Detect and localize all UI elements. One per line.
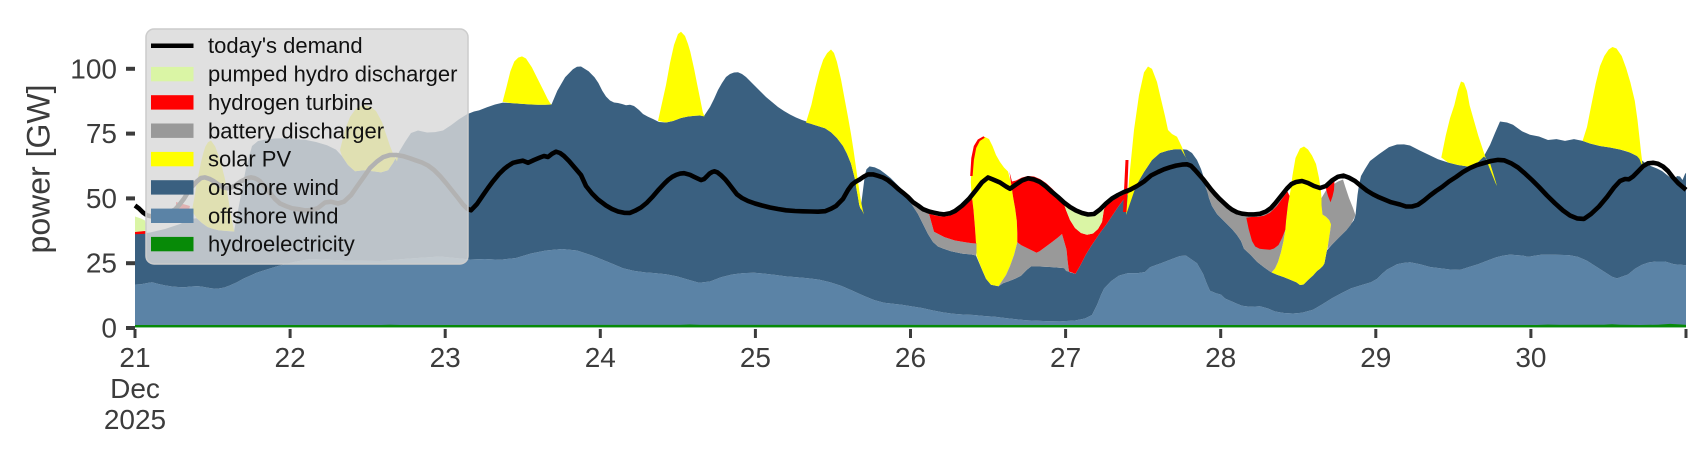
svg-text:onshore wind: onshore wind: [208, 175, 339, 200]
svg-text:29: 29: [1360, 342, 1391, 373]
svg-text:27: 27: [1050, 342, 1081, 373]
svg-text:50: 50: [86, 183, 117, 214]
svg-text:30: 30: [1515, 342, 1546, 373]
svg-text:Dec: Dec: [110, 373, 160, 404]
svg-text:hydroelectricity: hydroelectricity: [208, 232, 355, 257]
svg-text:26: 26: [895, 342, 926, 373]
svg-text:2025: 2025: [104, 404, 166, 435]
svg-text:28: 28: [1205, 342, 1236, 373]
svg-text:22: 22: [275, 342, 306, 373]
svg-text:pumped hydro discharger: pumped hydro discharger: [208, 62, 457, 87]
svg-text:offshore wind: offshore wind: [208, 203, 338, 228]
svg-text:25: 25: [86, 248, 117, 279]
svg-text:23: 23: [430, 342, 461, 373]
svg-text:100: 100: [70, 53, 117, 84]
svg-text:battery discharger: battery discharger: [208, 118, 384, 143]
svg-text:today's demand: today's demand: [208, 33, 363, 58]
svg-text:75: 75: [86, 118, 117, 149]
svg-text:power [GW]: power [GW]: [21, 85, 57, 254]
svg-text:21: 21: [119, 342, 150, 373]
svg-text:0: 0: [101, 313, 117, 344]
svg-text:25: 25: [740, 342, 771, 373]
svg-text:24: 24: [585, 342, 616, 373]
svg-text:solar PV: solar PV: [208, 147, 291, 172]
svg-text:hydrogen turbine: hydrogen turbine: [208, 90, 373, 115]
